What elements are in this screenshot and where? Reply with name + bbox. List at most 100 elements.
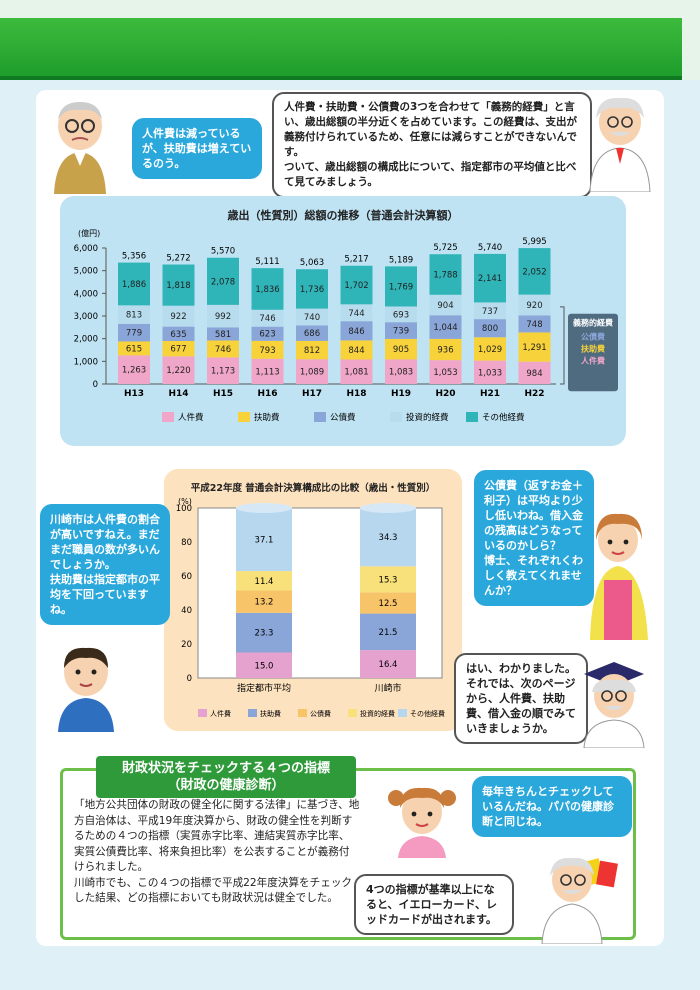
top-chart-y-tick: 5,000: [74, 267, 98, 277]
top-chart-bar-扶助費: [474, 337, 506, 361]
mandatory-box-item: 人件費: [581, 356, 605, 366]
grandpa-character: [54, 102, 106, 194]
top-chart-x-tick: H22: [524, 389, 544, 399]
top-chart-data-label: 904: [437, 301, 453, 311]
top-chart-data-label: 920: [526, 301, 542, 311]
mandatory-box: [568, 313, 618, 392]
top-chart-data-label: 846: [348, 327, 364, 337]
composition-y-tick: 0: [187, 674, 192, 684]
composition-chart: (%) 0 20 40 60 80 100 15.0 23.3 13.2 11.4 37.1 指定都市平…: [176, 497, 445, 718]
top-chart-data-label: 793: [259, 346, 275, 356]
composition-x-tick: 川崎市: [374, 682, 401, 694]
doctor-with-cards-character: [541, 857, 618, 944]
top-chart-bar-人件費: [207, 357, 239, 384]
top-chart-x-tick: H18: [346, 389, 366, 399]
top-chart-data-label: 2,052: [522, 267, 546, 277]
girl-speech-bubble: 毎年きちんとチェックしているんだね。パパの健康診断と同じね。: [472, 776, 632, 837]
top-chart-data-label: 1,083: [389, 368, 413, 378]
top-chart-bar-扶助費: [118, 341, 150, 356]
composition-data-label: 15.0: [255, 661, 274, 671]
composition-y-tick: 60: [181, 572, 192, 582]
top-chart-total-label: 5,063: [300, 258, 324, 268]
top-chart-data-label: 1,089: [300, 368, 324, 378]
top-chart-data-label: 677: [170, 345, 186, 355]
composition-y-tick: 80: [181, 538, 192, 548]
top-chart-bar-人件費: [518, 361, 551, 384]
mandatory-box-item: 公債費: [581, 332, 605, 342]
top-chart-bar-投資的経費: [207, 304, 239, 328]
composition-y-tick: 20: [181, 640, 192, 650]
mandatory-box-title: 義務的経費: [573, 318, 613, 328]
top-chart-bar-投資的経費: [474, 302, 506, 320]
top-chart-y-tick: 0: [93, 380, 98, 390]
composition-data-label: 21.5: [379, 628, 398, 638]
top-chart-y-tick: 3,000: [74, 312, 98, 322]
top-chart-bar-その他経費: [118, 262, 150, 306]
indicators-section-body: 「地方公共団体の財政の健全化に関する法律」に基づき、地方自治体は、平成19年度決…: [74, 799, 360, 904]
top-chart-y-tick: 2,000: [74, 335, 98, 345]
top-chart-total-label: 5,356: [122, 252, 146, 262]
top-chart-total-label: 5,995: [522, 237, 546, 247]
top-chart-x-tick: H16: [257, 389, 277, 399]
mother-speech-bubble: 公債費（返すお金＋利子）は平均より少し低いわね。借入金の残高はどうなっているのか…: [474, 470, 594, 606]
top-chart-bar-人件費: [429, 360, 462, 384]
top-chart-data-label: 779: [126, 329, 142, 339]
top-chart-data-label: 581: [215, 330, 231, 340]
composition-data-label: 11.4: [255, 577, 274, 587]
top-chart-data-label: 693: [393, 310, 409, 320]
composition-bar-扶助費: [236, 612, 292, 653]
header-green-bar: [0, 18, 682, 80]
top-chart-data-label: 936: [437, 346, 453, 356]
top-chart-x-tick: H15: [213, 389, 233, 399]
composition-data-label: 37.1: [255, 536, 274, 546]
composition-data-label: 12.5: [379, 599, 398, 609]
top-chart-bar-その他経費: [296, 269, 328, 309]
doctor-speech-bubble: 人件費・扶助費・公債費の3つを合わせて「義務的経費」と言い、歳出総額の半分近くを…: [272, 92, 592, 198]
top-chart-bar-その他経費: [207, 257, 239, 305]
composition-legend-label: 扶助費: [260, 709, 281, 718]
top-chart-bar-その他経費: [474, 253, 506, 303]
top-chart-data-label: 1,033: [478, 368, 502, 378]
top-chart-data-label: 1,081: [344, 368, 368, 378]
composition-legend-swatch: [248, 709, 257, 717]
top-chart-data-label: 1,044: [433, 323, 457, 333]
top-chart-bar-扶助費: [162, 341, 195, 357]
top-chart-bar-公債費: [251, 326, 284, 341]
top-chart-bar-人件費: [296, 359, 328, 384]
top-chart-legend-swatch: [314, 412, 326, 422]
top-chart-bar-その他経費: [385, 266, 417, 307]
top-chart-total-label: 5,725: [433, 243, 457, 253]
top-chart-data-label: 1,736: [300, 285, 324, 295]
composition-bar-公債費: [360, 592, 416, 614]
top-chart-data-label: 813: [126, 311, 142, 321]
composition-y-unit: (%): [178, 497, 192, 506]
composition-legend-label: その他経費: [410, 709, 445, 718]
composition-data-label: 23.3: [255, 629, 274, 639]
top-chart-bar-公債費: [474, 319, 506, 338]
composition-bar-cap: [236, 503, 292, 513]
composition-data-label: 15.3: [379, 575, 398, 585]
top-chart-bar-公債費: [518, 315, 551, 333]
top-chart-data-label: 615: [126, 344, 142, 354]
top-chart-legend-swatch: [238, 412, 250, 422]
top-chart-data-label: 746: [215, 345, 231, 355]
top-chart-bar-人件費: [340, 359, 373, 384]
top-chart-bar-扶助費: [340, 340, 373, 360]
top-chart-bar-扶助費: [251, 340, 284, 359]
doctor2-speech-bubble: 4つの指標が基準以上になると、イエローカード、レッドカードが出されます。: [354, 874, 514, 935]
top-chart-bar-その他経費: [340, 265, 373, 305]
top-chart-total-label: 5,189: [389, 255, 413, 265]
top-chart-bar-その他経費: [251, 268, 284, 310]
top-chart-data-label: 1,788: [433, 270, 457, 280]
top-chart-y-tick: 4,000: [74, 289, 98, 299]
top-chart-bar-扶助費: [385, 338, 417, 360]
girl-character: [388, 787, 456, 858]
top-chart-data-label: 1,769: [389, 282, 413, 292]
boy-character: [58, 647, 114, 732]
top-chart-data-label: 1,818: [166, 281, 190, 291]
top-chart-data-label: 800: [482, 324, 498, 334]
top-chart-total-label: 5,570: [211, 247, 235, 257]
top-chart-legend-label: その他経費: [482, 412, 525, 423]
composition-data-label: 16.4: [379, 660, 398, 670]
top-chart-total-label: 5,272: [166, 254, 190, 264]
